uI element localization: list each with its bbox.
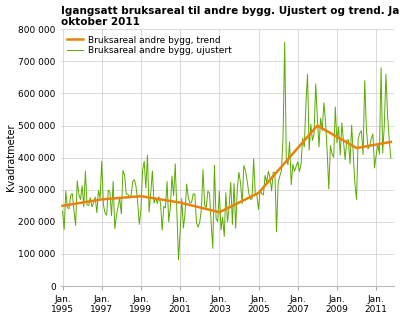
Bruksareal andre bygg, trend [388, 140, 393, 144]
Bruksareal andre bygg, ujustert [384, 72, 388, 76]
Line: Bruksareal andre bygg, trend: Bruksareal andre bygg, trend [62, 125, 391, 212]
Bruksareal andre bygg, trend [60, 204, 65, 208]
Line: Bruksareal andre bygg, ujustert: Bruksareal andre bygg, ujustert [62, 42, 391, 260]
Bruksareal andre bygg, ujustert [60, 209, 65, 213]
Y-axis label: Kvadratmeter: Kvadratmeter [6, 124, 16, 191]
Bruksareal andre bygg, trend [384, 141, 388, 145]
Bruksareal andre bygg, ujustert [282, 40, 287, 44]
Bruksareal andre bygg, trend [224, 207, 228, 211]
Bruksareal andre bygg, trend [144, 195, 148, 199]
Bruksareal andre bygg, trend [217, 210, 222, 214]
Bruksareal andre bygg, ujustert [233, 226, 238, 230]
Bruksareal andre bygg, ujustert [260, 192, 264, 196]
Bruksareal andre bygg, ujustert [144, 186, 148, 190]
Bruksareal andre bygg, ujustert [388, 156, 393, 160]
Text: Igangsatt bruksareal til andre bygg. Ujustert og trend. Januar 1995-
oktober 201: Igangsatt bruksareal til andre bygg. Uju… [60, 5, 400, 27]
Bruksareal andre bygg, trend [334, 135, 339, 139]
Bruksareal andre bygg, trend [233, 202, 238, 206]
Bruksareal andre bygg, ujustert [176, 258, 181, 262]
Bruksareal andre bygg, ujustert [224, 191, 228, 195]
Legend: Bruksareal andre bygg, trend, Bruksareal andre bygg, ujustert: Bruksareal andre bygg, trend, Bruksareal… [65, 34, 233, 57]
Bruksareal andre bygg, ujustert [334, 141, 339, 145]
Bruksareal andre bygg, trend [260, 187, 264, 191]
Bruksareal andre bygg, trend [315, 124, 320, 127]
